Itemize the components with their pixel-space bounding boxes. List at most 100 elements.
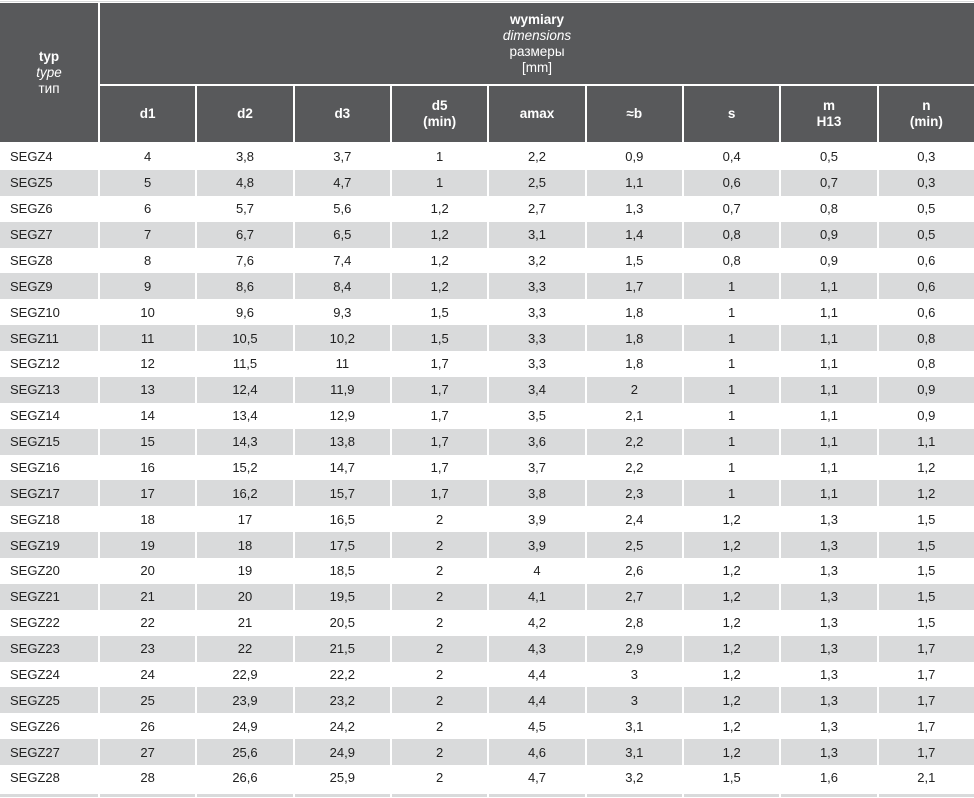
cell-d3: 9,3 <box>294 299 390 326</box>
cell-d2: 22 <box>197 635 293 662</box>
cell-s: 0,8 <box>684 221 780 248</box>
cell-d2: 13,4 <box>197 402 293 429</box>
cell-m-h13: 1,3 <box>781 532 877 558</box>
cell-d3: 12,9 <box>294 402 390 429</box>
table-row: SEGZ14 14 13,4 12,9 1,7 3,5 2,1 1 1,1 0,9 <box>0 402 974 429</box>
corner-label-pl: typ <box>38 48 60 64</box>
sliver-cell <box>586 794 682 797</box>
cell-approx-b: 1,7 <box>586 273 682 300</box>
cell-type: SEGZ8 <box>0 247 98 274</box>
cell-amax: 3,3 <box>489 299 585 326</box>
cell-approx-b: 2,7 <box>586 583 682 610</box>
cell-n-min: 0,8 <box>878 351 974 377</box>
table-row: SEGZ4 4 3,8 3,7 1 2,2 0,9 0,4 0,5 0,3 <box>0 144 974 170</box>
cell-d1: 15 <box>100 428 196 455</box>
column-header-line: m <box>822 98 835 113</box>
cell-amax: 3,9 <box>489 532 585 558</box>
cell-m-h13: 1,3 <box>781 687 877 714</box>
group-label-unit: [mm] <box>522 59 552 75</box>
cell-amax: 3,3 <box>489 325 585 351</box>
cell-approx-b: 2,2 <box>586 428 682 455</box>
next-row-sliver <box>0 794 974 797</box>
cell-type: SEGZ12 <box>0 351 98 377</box>
cell-type: SEGZ26 <box>0 713 98 740</box>
cell-m-h13: 1,6 <box>781 765 877 791</box>
cell-amax: 2,2 <box>489 144 585 170</box>
cell-n-min: 1,7 <box>878 739 974 765</box>
cell-d5-min: 1,2 <box>392 221 488 248</box>
cell-m-h13: 1,1 <box>781 351 877 377</box>
cell-n-min: 0,9 <box>878 376 974 403</box>
cell-approx-b: 3,2 <box>586 765 682 791</box>
cell-s: 1,2 <box>684 739 780 765</box>
cell-amax: 4,4 <box>489 661 585 688</box>
table-row: SEGZ26 26 24,9 24,2 2 4,5 3,1 1,2 1,3 1,7 <box>0 713 974 740</box>
cell-d2: 17 <box>197 506 293 533</box>
cell-d2: 14,3 <box>197 428 293 455</box>
table-row: SEGZ13 13 12,4 11,9 1,7 3,4 2 1 1,1 0,9 <box>0 376 974 403</box>
cell-d5-min: 1,7 <box>392 376 488 403</box>
cell-s: 1,2 <box>684 713 780 740</box>
cell-s: 0,6 <box>684 169 780 196</box>
column-header-m-h13: m H13 <box>781 86 877 142</box>
table-row: SEGZ5 5 4,8 4,7 1 2,5 1,1 0,6 0,7 0,3 <box>0 169 974 196</box>
cell-amax: 3,3 <box>489 351 585 377</box>
cell-d5-min: 1,2 <box>392 273 488 300</box>
group-label-ru: размеры <box>509 43 565 59</box>
cell-approx-b: 3 <box>586 661 682 688</box>
column-header-line: s <box>727 106 736 121</box>
cell-approx-b: 1,8 <box>586 325 682 351</box>
table-row: SEGZ25 25 23,9 23,2 2 4,4 3 1,2 1,3 1,7 <box>0 687 974 714</box>
cell-d1: 9 <box>100 273 196 300</box>
cell-d1: 7 <box>100 221 196 248</box>
cell-type: SEGZ21 <box>0 583 98 610</box>
cell-d2: 4,8 <box>197 169 293 196</box>
cell-d2: 20 <box>197 583 293 610</box>
cell-d5-min: 2 <box>392 713 488 740</box>
cell-s: 1,2 <box>684 506 780 533</box>
cell-d2: 7,6 <box>197 247 293 274</box>
cell-d1: 26 <box>100 713 196 740</box>
cell-d1: 4 <box>100 144 196 170</box>
cell-m-h13: 0,7 <box>781 169 877 196</box>
column-header-line: d1 <box>139 106 156 121</box>
cell-s: 1,2 <box>684 687 780 714</box>
cell-d3: 8,4 <box>294 273 390 300</box>
table-row: SEGZ27 27 25,6 24,9 2 4,6 3,1 1,2 1,3 1,7 <box>0 739 974 765</box>
cell-amax: 3,9 <box>489 506 585 533</box>
corner-header-typ: typ type тип <box>0 3 98 142</box>
cell-d2: 5,7 <box>197 195 293 222</box>
group-header-dimensions: wymiary dimensions размеры [mm] <box>100 3 974 84</box>
cell-d5-min: 2 <box>392 609 488 636</box>
cell-m-h13: 1,3 <box>781 661 877 688</box>
cell-n-min: 1,7 <box>878 713 974 740</box>
cell-amax: 2,5 <box>489 169 585 196</box>
sliver-cell <box>197 794 293 797</box>
cell-d1: 18 <box>100 506 196 533</box>
cell-n-min: 1,7 <box>878 635 974 662</box>
cell-d1: 6 <box>100 195 196 222</box>
cell-d5-min: 2 <box>392 532 488 558</box>
column-header-approx-b: ≈b <box>586 86 682 142</box>
cell-d2: 19 <box>197 558 293 584</box>
cell-d3: 23,2 <box>294 687 390 714</box>
column-header-line: n <box>922 98 931 113</box>
cell-n-min: 1,5 <box>878 558 974 584</box>
column-header-line: H13 <box>816 114 842 129</box>
cell-s: 0,8 <box>684 247 780 274</box>
cell-n-min: 0,3 <box>878 169 974 196</box>
cell-d5-min: 2 <box>392 661 488 688</box>
cell-m-h13: 0,9 <box>781 221 877 248</box>
cell-type: SEGZ18 <box>0 506 98 533</box>
table-row: SEGZ16 16 15,2 14,7 1,7 3,7 2,2 1 1,1 1,2 <box>0 454 974 481</box>
cell-amax: 4 <box>489 558 585 584</box>
cell-d1: 16 <box>100 454 196 481</box>
cell-d3: 3,7 <box>294 144 390 170</box>
cell-amax: 3,8 <box>489 480 585 507</box>
corner-label-ru: тип <box>38 80 60 96</box>
cell-d1: 27 <box>100 739 196 765</box>
cell-d1: 28 <box>100 765 196 791</box>
cell-d3: 15,7 <box>294 480 390 507</box>
column-header-d1: d1 <box>100 86 196 142</box>
cell-amax: 3,4 <box>489 376 585 403</box>
